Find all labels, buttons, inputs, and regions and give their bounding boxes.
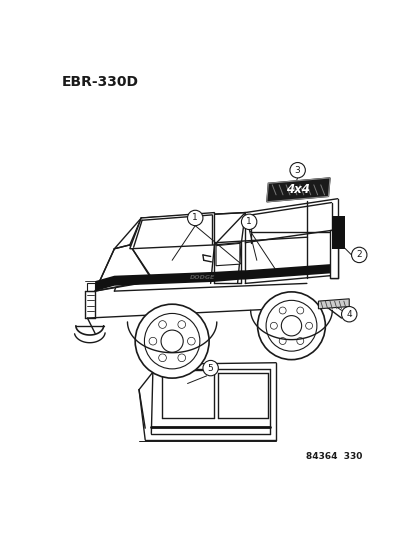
Circle shape: [266, 301, 316, 351]
Polygon shape: [329, 230, 337, 278]
Polygon shape: [318, 299, 349, 309]
Circle shape: [202, 360, 218, 376]
Circle shape: [158, 321, 166, 328]
Circle shape: [178, 354, 185, 362]
Circle shape: [278, 307, 285, 314]
Polygon shape: [95, 245, 152, 291]
Circle shape: [281, 316, 301, 336]
Circle shape: [296, 337, 303, 344]
Circle shape: [296, 307, 303, 314]
Circle shape: [187, 337, 195, 345]
Circle shape: [289, 163, 305, 178]
Polygon shape: [129, 213, 214, 249]
Circle shape: [158, 354, 166, 362]
Circle shape: [161, 330, 183, 352]
Polygon shape: [216, 244, 239, 265]
Text: 1: 1: [192, 213, 198, 222]
Circle shape: [305, 322, 312, 329]
Circle shape: [257, 292, 325, 360]
Text: 3: 3: [294, 166, 300, 175]
Circle shape: [178, 321, 185, 328]
Circle shape: [270, 322, 277, 329]
Circle shape: [144, 313, 199, 369]
Text: DODGE: DODGE: [190, 274, 215, 280]
Polygon shape: [95, 264, 329, 291]
Circle shape: [149, 337, 157, 345]
Text: 2: 2: [356, 251, 361, 260]
Circle shape: [341, 306, 356, 322]
Circle shape: [351, 247, 366, 263]
Text: 1: 1: [246, 217, 252, 227]
Circle shape: [135, 304, 209, 378]
Circle shape: [241, 214, 256, 230]
Text: 4: 4: [346, 310, 351, 319]
Polygon shape: [331, 216, 344, 249]
Polygon shape: [266, 178, 329, 202]
Text: 4x4: 4x4: [286, 183, 310, 196]
Text: 5: 5: [207, 364, 213, 373]
Circle shape: [278, 337, 285, 344]
Text: EBR-330D: EBR-330D: [62, 75, 139, 88]
Circle shape: [187, 210, 202, 225]
Text: 84364  330: 84364 330: [305, 453, 361, 461]
